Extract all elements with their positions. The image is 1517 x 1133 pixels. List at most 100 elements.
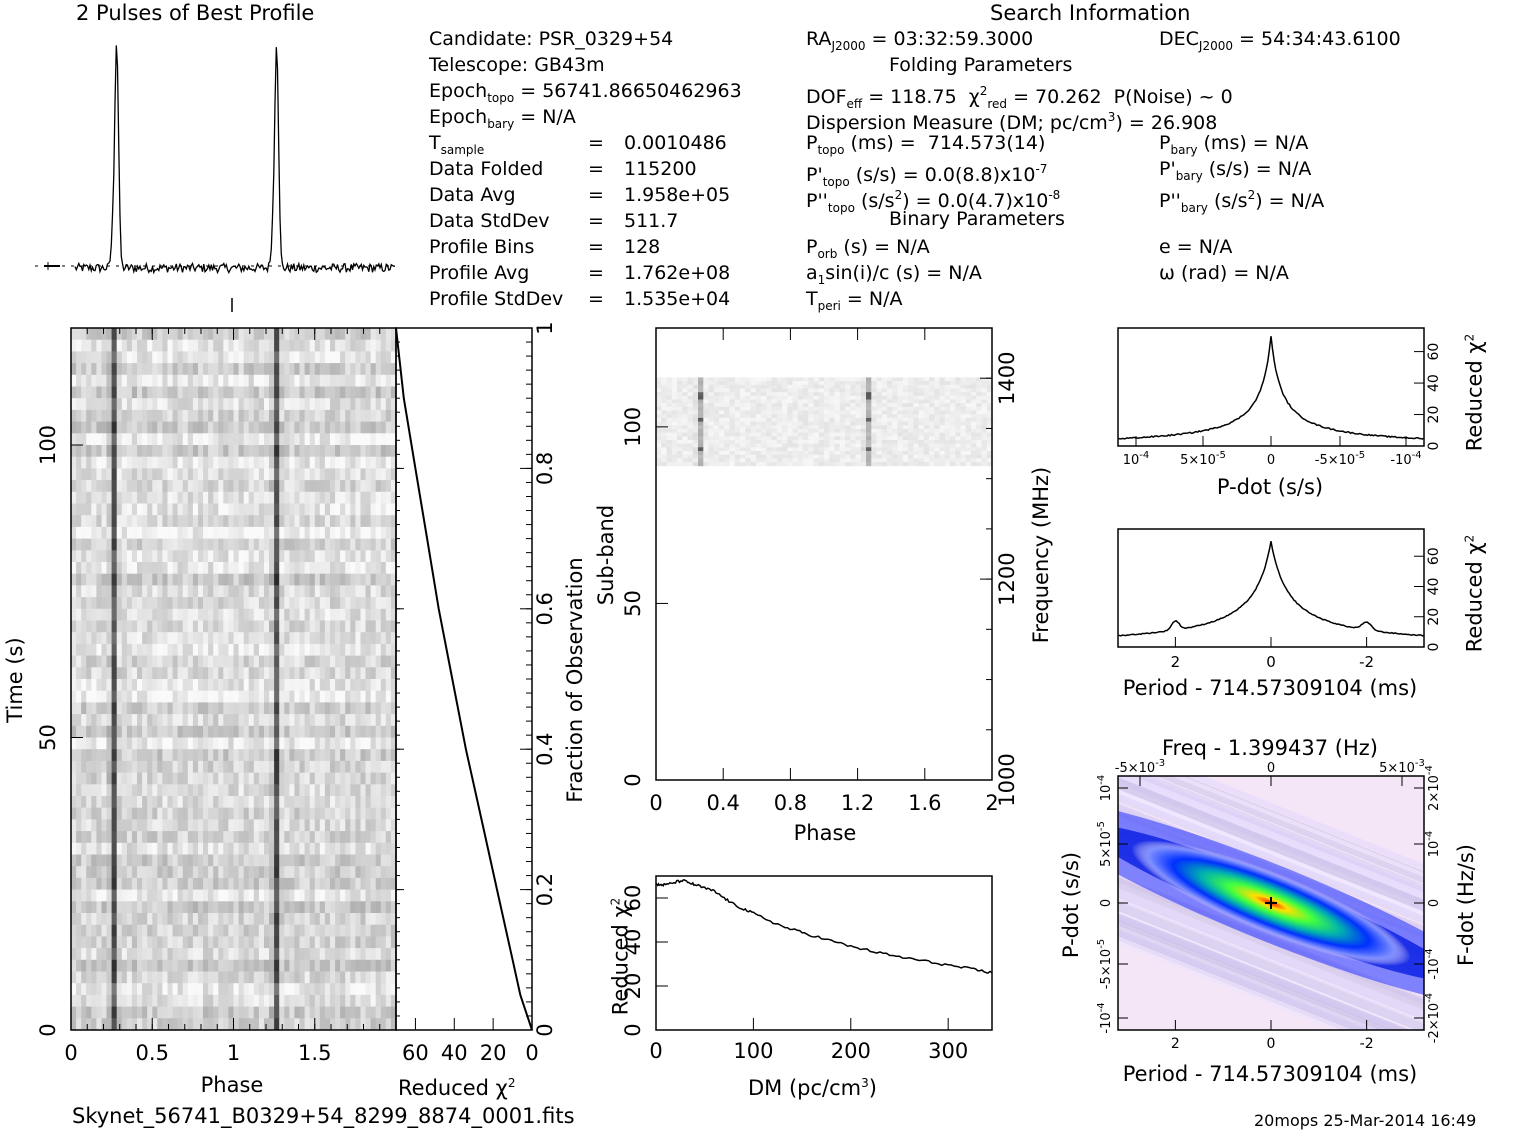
tp-cell <box>289 421 295 434</box>
sb-cell <box>981 414 988 419</box>
tp-cell <box>198 480 204 493</box>
tp-cell <box>137 608 143 621</box>
tp-cell <box>203 655 209 668</box>
tp-cell <box>137 503 143 516</box>
tp-cell <box>152 725 158 738</box>
tp-cell <box>253 1018 260 1031</box>
tp-cell <box>345 433 351 446</box>
tp-cell <box>294 725 300 738</box>
tp-cell <box>71 866 77 879</box>
tp-cell <box>243 971 250 984</box>
tp-cell <box>96 749 102 762</box>
tp-cell <box>309 959 316 972</box>
tp-cell <box>213 339 219 352</box>
tp-cell <box>192 433 199 446</box>
tp-cell <box>269 538 275 551</box>
sb-cell <box>761 421 767 426</box>
tp-cell <box>131 562 138 575</box>
tp-cell <box>365 714 372 727</box>
tp-cell <box>279 924 285 937</box>
sb-cell <box>692 392 699 397</box>
tp-cell <box>76 749 82 762</box>
tp-cell <box>253 374 260 387</box>
tp-cell <box>279 503 285 516</box>
tp-cell <box>238 643 245 657</box>
tp-cell <box>289 679 295 692</box>
tp-cell <box>335 550 341 563</box>
tp-cell <box>243 725 250 738</box>
tp-cell <box>330 948 336 961</box>
tp-cell <box>243 491 250 504</box>
tp-cell <box>116 714 123 727</box>
sb-cell <box>871 410 878 415</box>
tp-cell <box>385 398 392 411</box>
tp-cell <box>360 421 367 434</box>
tp-cell <box>370 983 377 996</box>
tp-cell <box>157 608 163 621</box>
tp-cell <box>314 608 321 621</box>
tp-cell <box>208 655 214 668</box>
tp-cell <box>233 445 240 458</box>
tp-cell <box>264 1006 270 1019</box>
tp-cell <box>294 854 300 867</box>
tp-cell <box>309 714 316 727</box>
tp-cell <box>385 526 392 540</box>
tp-cell <box>101 667 108 680</box>
tp-cell <box>131 363 138 376</box>
sb-cell <box>860 381 867 386</box>
tp-cell <box>228 468 234 481</box>
sb-cell <box>887 410 893 415</box>
tp-cell <box>253 503 260 516</box>
tp-cell <box>203 351 209 364</box>
tp-cell <box>360 456 367 469</box>
tp-cell <box>335 725 341 738</box>
tp-cell <box>269 363 275 376</box>
sb-cell <box>887 399 893 404</box>
tp-cell <box>253 831 260 844</box>
tp-cell <box>258 456 265 469</box>
tp-cell <box>340 503 346 516</box>
sb-cell <box>813 425 820 430</box>
tp-cell <box>340 854 346 867</box>
tp-cell <box>147 328 153 341</box>
tp-cell <box>385 538 392 551</box>
tp-cell <box>360 936 367 949</box>
tp-cell <box>126 620 133 633</box>
tp-cell <box>167 1006 174 1019</box>
sb-cell <box>766 421 773 426</box>
tp-cell <box>390 398 397 411</box>
sb-cell <box>771 399 778 404</box>
tp-cell <box>375 491 382 504</box>
sb-cell <box>719 421 725 426</box>
tp-cell <box>324 901 331 914</box>
tp-cell <box>380 550 387 563</box>
tp-cell <box>340 526 346 540</box>
tp-cell <box>177 842 184 855</box>
tp-cell <box>284 760 290 774</box>
tp-cell <box>198 608 204 621</box>
tp-cell <box>253 526 260 540</box>
tp-cell <box>350 386 356 399</box>
tp-cell <box>192 526 199 540</box>
tp-cell <box>101 819 108 832</box>
tp-cell <box>198 889 204 902</box>
tp-cell <box>385 562 392 575</box>
tp-cell <box>208 807 214 820</box>
tp-cell <box>355 562 361 575</box>
tp-cell <box>198 363 204 376</box>
tp-cell <box>284 562 290 575</box>
tp-cell <box>218 667 224 680</box>
tp-cell <box>167 503 174 516</box>
tp-cell <box>335 620 341 633</box>
tp-cell <box>116 409 123 423</box>
sb-cell <box>881 388 888 393</box>
sb-cell <box>713 403 720 408</box>
tp-cell <box>96 503 102 516</box>
tp-cell <box>111 679 118 692</box>
tp-cell <box>111 702 118 715</box>
sb-cell <box>698 377 704 382</box>
sb-cell <box>797 428 804 434</box>
tp-cell <box>116 831 123 844</box>
tp-cell <box>101 679 108 692</box>
tp-cell <box>309 994 316 1008</box>
